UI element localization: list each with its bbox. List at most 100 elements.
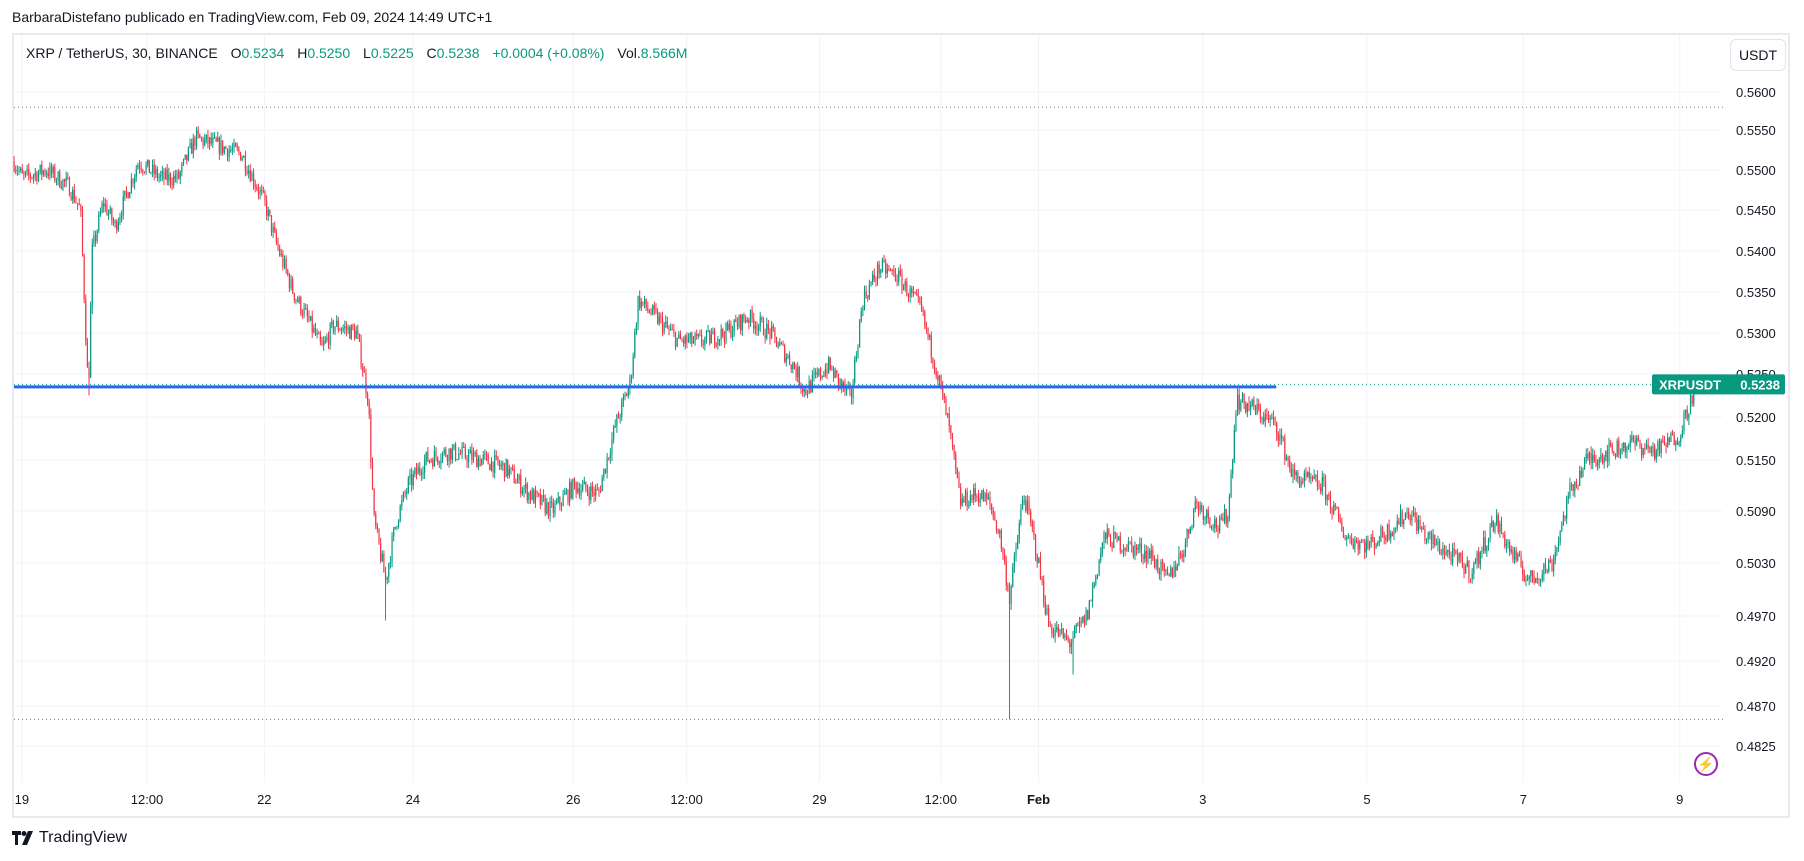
candle-body — [362, 366, 364, 372]
candle — [1647, 437, 1649, 453]
candle — [1670, 431, 1672, 443]
candle-body — [147, 159, 149, 165]
candle-body — [410, 474, 413, 486]
candle — [1023, 495, 1025, 506]
lightning-icon[interactable]: ⚡ — [1694, 752, 1718, 776]
candle-body — [316, 333, 318, 335]
candle-body — [279, 247, 281, 256]
candle — [948, 406, 950, 433]
candle-body — [1507, 542, 1509, 544]
candle-body — [1098, 560, 1100, 575]
candle-body — [1183, 554, 1185, 558]
candle-body — [1095, 575, 1097, 583]
candle — [1235, 410, 1237, 433]
candle-body — [498, 463, 501, 467]
candle-body — [790, 364, 792, 370]
tradingview-logo[interactable]: TradingView — [12, 829, 127, 847]
candle — [477, 455, 479, 471]
candle-body — [854, 359, 856, 384]
candle — [1031, 519, 1033, 533]
candle-body — [500, 464, 502, 467]
candle — [614, 419, 616, 428]
candle-body — [1105, 532, 1107, 539]
candle — [226, 148, 229, 162]
candle-body — [1144, 550, 1146, 559]
candle — [979, 493, 981, 508]
candle — [1559, 530, 1561, 546]
symbol-label[interactable]: XRP / TetherUS, 30, BINANCE — [26, 45, 218, 61]
candle-body — [1311, 477, 1314, 480]
candle — [552, 498, 554, 519]
candle — [554, 500, 556, 518]
candle-body — [772, 326, 774, 329]
candle — [349, 325, 351, 339]
candle-body — [60, 186, 62, 189]
candle-body — [33, 175, 35, 178]
candle-body — [1334, 505, 1336, 507]
candle-body — [217, 137, 219, 142]
candle-body — [445, 449, 447, 457]
candle-body — [1302, 481, 1304, 483]
candle-body — [613, 426, 615, 439]
candle — [894, 267, 897, 282]
candle — [808, 375, 810, 394]
candle — [1675, 439, 1677, 452]
candle — [239, 151, 242, 161]
candle-body — [940, 375, 942, 387]
candle-body — [1253, 399, 1255, 407]
candle-body — [1305, 472, 1307, 477]
price-tick-label: 0.5030 — [1736, 556, 1776, 571]
candle — [1015, 542, 1017, 562]
candle-body — [785, 357, 787, 362]
candle-body — [1417, 520, 1420, 531]
candle-body — [1020, 509, 1022, 524]
candle-body — [518, 475, 520, 480]
candle-body — [704, 338, 706, 345]
candle — [1072, 630, 1074, 675]
candle — [986, 489, 988, 506]
candle — [1572, 484, 1574, 497]
candle — [645, 298, 647, 311]
candle — [1574, 481, 1576, 498]
candle — [1520, 550, 1522, 568]
currency-button[interactable]: USDT — [1730, 39, 1786, 71]
candle — [1681, 425, 1683, 439]
candle-body — [572, 479, 574, 499]
candle-body — [1041, 578, 1043, 581]
candle-body — [1096, 574, 1099, 576]
candle-body — [619, 417, 621, 419]
candle-body — [1147, 551, 1149, 562]
candle — [1678, 440, 1680, 447]
candle — [1144, 544, 1146, 563]
candle — [696, 329, 698, 340]
candle — [828, 355, 830, 374]
candle-body — [624, 394, 626, 397]
candle-body — [627, 388, 629, 397]
candle — [995, 520, 998, 534]
candle-body — [1540, 579, 1542, 581]
candle — [1404, 512, 1406, 521]
candle-body — [863, 290, 866, 308]
candle — [352, 323, 354, 331]
candle — [1046, 604, 1048, 616]
candle-body — [906, 281, 908, 296]
candle — [1316, 470, 1319, 491]
candle — [1642, 447, 1644, 459]
candle — [689, 332, 691, 344]
candle-body — [497, 456, 499, 464]
candle — [204, 133, 206, 147]
candle — [647, 301, 649, 314]
volume-value: 8.566M — [640, 45, 688, 61]
candle — [1562, 511, 1565, 526]
candle — [1078, 616, 1081, 634]
candle-body — [1171, 567, 1174, 577]
candle-body — [971, 495, 973, 500]
candle-body — [1469, 578, 1472, 580]
candle — [1134, 541, 1136, 561]
candle-body — [829, 357, 831, 370]
candle — [863, 285, 866, 311]
candle — [622, 393, 624, 408]
candle-body — [1297, 472, 1299, 479]
candle-body — [256, 187, 258, 190]
